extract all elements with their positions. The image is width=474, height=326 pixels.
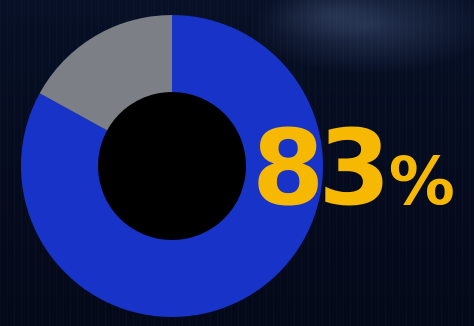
- donut-hole: [98, 92, 246, 240]
- donut-slice-1: [20, 15, 323, 317]
- percentage-sign: %: [388, 143, 455, 220]
- percentage-display: 83%: [252, 116, 455, 220]
- percentage-value: 83: [252, 107, 391, 229]
